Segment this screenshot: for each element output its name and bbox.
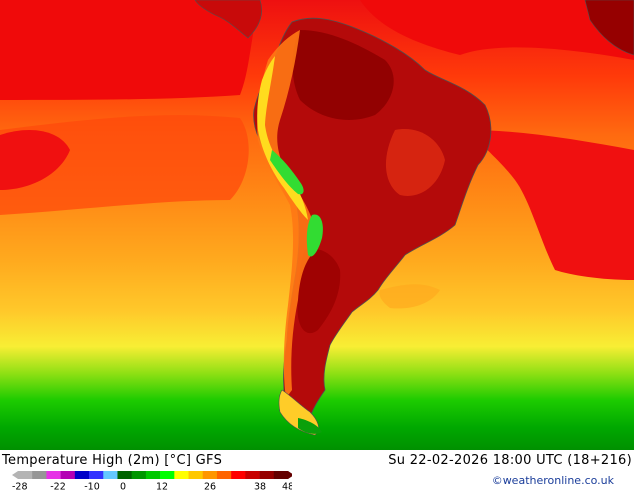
colorbar-swatch bbox=[60, 471, 76, 479]
colorbar-tick-label: 0 bbox=[120, 482, 126, 490]
colorbar-swatch bbox=[202, 471, 218, 479]
map-footer: Temperature High (2m) [°C] GFS Su 22-02-… bbox=[0, 450, 634, 490]
amazon-hot-core bbox=[292, 30, 394, 120]
tierra-del-fuego bbox=[298, 418, 322, 434]
colorbar-swatch bbox=[259, 471, 275, 479]
pacific-red-patch bbox=[0, 130, 70, 190]
colorbar-tick-label: -22 bbox=[50, 482, 66, 490]
central-america-land bbox=[194, 0, 262, 39]
colorbar-swatch bbox=[131, 471, 147, 479]
colorbar-swatch bbox=[46, 471, 61, 479]
andes-green-highland bbox=[270, 150, 304, 195]
colorbar-swatch bbox=[273, 471, 289, 479]
colorbar-swatch bbox=[18, 471, 33, 479]
atlantic-red-area bbox=[470, 130, 634, 280]
colorbar-right-arrow bbox=[288, 471, 292, 479]
weatheronline-credit[interactable]: ©weatheronline.co.uk bbox=[491, 474, 614, 487]
colorbar-tick-label: 26 bbox=[204, 482, 216, 490]
pacific-red-band bbox=[0, 0, 260, 100]
andes-orange-strip bbox=[257, 30, 316, 398]
colorbar-tick-label: 12 bbox=[156, 482, 168, 490]
colorbar-swatch bbox=[145, 471, 161, 479]
argentina-hot-core bbox=[297, 248, 341, 334]
colorbar-swatch bbox=[117, 471, 132, 479]
colorbar-tick-label: 48 bbox=[282, 482, 292, 490]
colorbar-tick-label: 38 bbox=[254, 482, 266, 490]
colorbar-swatch bbox=[245, 471, 260, 479]
colorbar-swatch bbox=[174, 471, 189, 479]
colorbar-swatch bbox=[188, 471, 204, 479]
colorbar-left-arrow bbox=[12, 471, 18, 479]
colorbar-swatch bbox=[216, 471, 232, 479]
colorbar-swatch bbox=[103, 471, 118, 479]
atlantic-north-red bbox=[360, 0, 634, 60]
temperature-colorbar: -28 -22 -10 0 12 26 38 48 bbox=[12, 471, 292, 490]
colorbar-swatch bbox=[160, 471, 175, 479]
temperature-map bbox=[0, 0, 634, 450]
central-brazil-orange bbox=[385, 129, 445, 196]
colorbar-swatch bbox=[32, 471, 47, 479]
uruguay-coast-orange bbox=[379, 284, 440, 309]
colorbar-swatch bbox=[231, 471, 246, 479]
forecast-datetime: Su 22-02-2026 18:00 UTC (18+216) bbox=[388, 453, 632, 468]
andes-yellow-strip bbox=[257, 56, 308, 220]
colorbar-swatch bbox=[89, 471, 104, 479]
colorbar-tick-label: -10 bbox=[84, 482, 100, 490]
colorbar-swatch bbox=[74, 471, 90, 479]
andes-green-south bbox=[306, 214, 323, 257]
colorbar-tick-label: -28 bbox=[12, 482, 28, 490]
map-title: Temperature High (2m) [°C] GFS bbox=[2, 453, 223, 468]
pacific-warm-band bbox=[0, 115, 249, 215]
